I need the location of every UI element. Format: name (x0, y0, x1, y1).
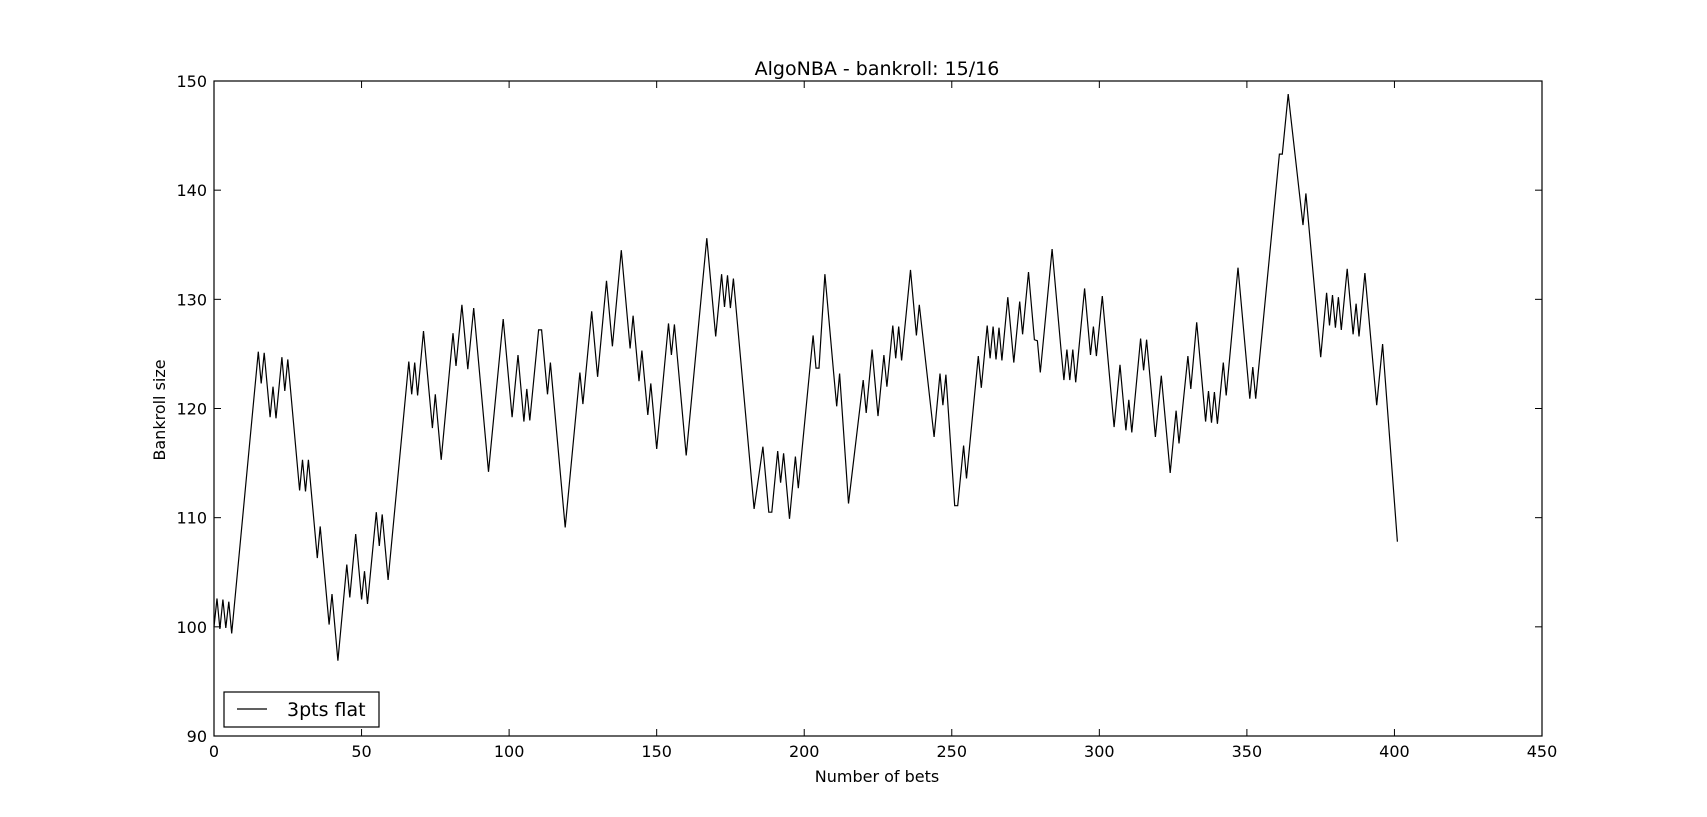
x-tick-label: 100 (494, 742, 525, 761)
x-axis-label: Number of bets (815, 767, 939, 786)
y-tick-label: 100 (176, 618, 207, 637)
y-tick-label: 130 (176, 290, 207, 309)
x-tick-label: 200 (789, 742, 820, 761)
x-tick-label: 400 (1379, 742, 1410, 761)
x-tick-label: 150 (641, 742, 672, 761)
x-tick-label: 450 (1527, 742, 1558, 761)
x-tick-label: 50 (351, 742, 371, 761)
legend: 3pts flat (223, 691, 380, 728)
legend-label: 3pts flat (287, 699, 366, 721)
x-tick-label: 0 (209, 742, 219, 761)
y-tick-label: 150 (176, 72, 207, 91)
y-axis-ticks: 90 100 110 120 130 140 150 (176, 72, 1542, 746)
x-tick-label: 350 (1232, 742, 1263, 761)
x-tick-label: 300 (1084, 742, 1115, 761)
plot-frame (213, 80, 1543, 737)
y-tick-label: 90 (187, 727, 207, 746)
y-axis-label: Bankroll size (150, 359, 169, 460)
series-line-3pts-flat (213, 94, 1398, 661)
y-tick-label: 110 (176, 509, 207, 528)
chart-title: AlgoNBA - bankroll: 15/16 (755, 58, 1000, 80)
y-tick-label: 140 (176, 181, 207, 200)
x-axis-ticks: 0 50 100 150 200 250 300 350 400 450 (209, 81, 1557, 761)
x-tick-label: 250 (937, 742, 968, 761)
y-tick-label: 120 (176, 400, 207, 419)
